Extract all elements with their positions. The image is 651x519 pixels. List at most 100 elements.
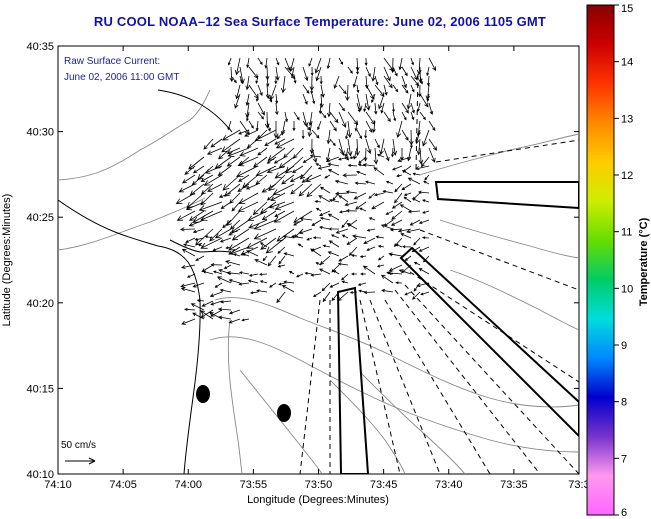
current-vector — [221, 129, 241, 141]
current-vector — [257, 111, 265, 120]
current-vector — [411, 198, 421, 203]
current-vector — [247, 279, 259, 284]
current-vector — [310, 273, 322, 277]
current-vector — [250, 291, 259, 295]
current-vector — [245, 93, 250, 106]
current-vector — [394, 183, 403, 193]
y-tick-label: 40:35 — [26, 41, 54, 53]
current-vector — [242, 174, 259, 189]
current-vector — [383, 84, 388, 96]
current-vector — [201, 300, 214, 307]
current-vector — [328, 240, 340, 248]
current-vector — [261, 210, 277, 221]
current-vector — [260, 237, 277, 250]
current-vector — [188, 156, 205, 170]
current-vector — [368, 192, 376, 199]
current-vector — [412, 172, 421, 176]
current-vector — [420, 291, 430, 296]
current-vector — [192, 210, 214, 223]
current-vector — [246, 111, 250, 122]
current-vector — [373, 102, 378, 115]
current-vector — [395, 281, 403, 285]
current-vector — [317, 120, 322, 131]
current-vector — [412, 291, 421, 300]
current-vector — [318, 195, 331, 203]
current-vector — [390, 219, 403, 226]
current-vector — [311, 219, 322, 226]
current-vector — [186, 273, 196, 278]
current-vector — [210, 138, 223, 148]
current-vector — [320, 84, 325, 98]
current-vector — [374, 138, 380, 149]
current-vector — [364, 129, 368, 139]
current-vector — [330, 234, 340, 239]
current-vector — [356, 102, 361, 113]
current-vector — [185, 237, 196, 243]
current-vector — [338, 156, 349, 161]
current-vector — [298, 228, 313, 235]
current-vector — [266, 120, 271, 132]
current-vector — [228, 237, 250, 251]
current-vector — [293, 75, 297, 84]
current-vector — [401, 84, 409, 94]
current-vector — [358, 156, 367, 164]
current-vector — [294, 228, 304, 238]
current-vector — [419, 111, 426, 121]
current-vector — [338, 195, 349, 203]
current-vector — [319, 225, 331, 230]
current-vector — [229, 219, 241, 230]
current-vector — [426, 66, 430, 77]
current-vector — [239, 66, 245, 85]
current-vector — [380, 102, 385, 114]
current-vector — [245, 75, 250, 91]
current-vector — [302, 120, 311, 131]
current-vector — [278, 255, 286, 265]
current-vector — [209, 228, 223, 242]
current-vector — [319, 268, 331, 275]
current-vector — [319, 186, 331, 194]
current-vector — [238, 192, 259, 204]
current-vector — [292, 121, 296, 132]
current-vector — [204, 165, 223, 174]
current-vector — [374, 75, 379, 86]
current-vector — [210, 263, 223, 267]
y-axis: 40:35 40:30 40:25 40:20 40:15 40:10 — [26, 41, 579, 481]
current-vector — [253, 219, 277, 230]
current-vector — [335, 228, 349, 234]
current-vector — [301, 129, 305, 140]
current-vector — [354, 181, 367, 185]
current-vector — [327, 169, 340, 176]
current-vector — [406, 228, 421, 234]
current-vector — [371, 201, 385, 210]
current-vector — [419, 75, 424, 85]
current-vector — [281, 174, 295, 185]
current-vector — [359, 255, 367, 258]
y-tick-label: 40:30 — [26, 127, 54, 139]
current-vector — [422, 210, 430, 214]
current-vector — [400, 233, 412, 239]
current-vector — [345, 147, 349, 158]
current-vector — [275, 93, 279, 104]
current-vector — [266, 93, 273, 103]
current-vector — [239, 147, 259, 157]
current-vector — [342, 173, 358, 178]
current-vector — [238, 129, 250, 135]
current-vector — [310, 84, 314, 95]
colorbar-tick-label: 7 — [621, 453, 627, 465]
colorbar-tick-label: 14 — [621, 57, 633, 69]
current-vector — [275, 66, 280, 81]
current-vector — [418, 219, 430, 224]
current-vector — [273, 210, 295, 223]
current-vector — [244, 129, 259, 137]
current-vector — [407, 209, 421, 214]
current-vector — [237, 156, 259, 167]
colorbar-tick-label: 8 — [621, 397, 627, 409]
current-vector — [364, 57, 368, 67]
current-vector — [203, 174, 223, 186]
current-vector — [418, 190, 430, 194]
current-vector — [180, 287, 196, 293]
buoy-marker — [196, 385, 210, 403]
current-vector — [278, 156, 295, 169]
current-vector — [200, 210, 223, 221]
